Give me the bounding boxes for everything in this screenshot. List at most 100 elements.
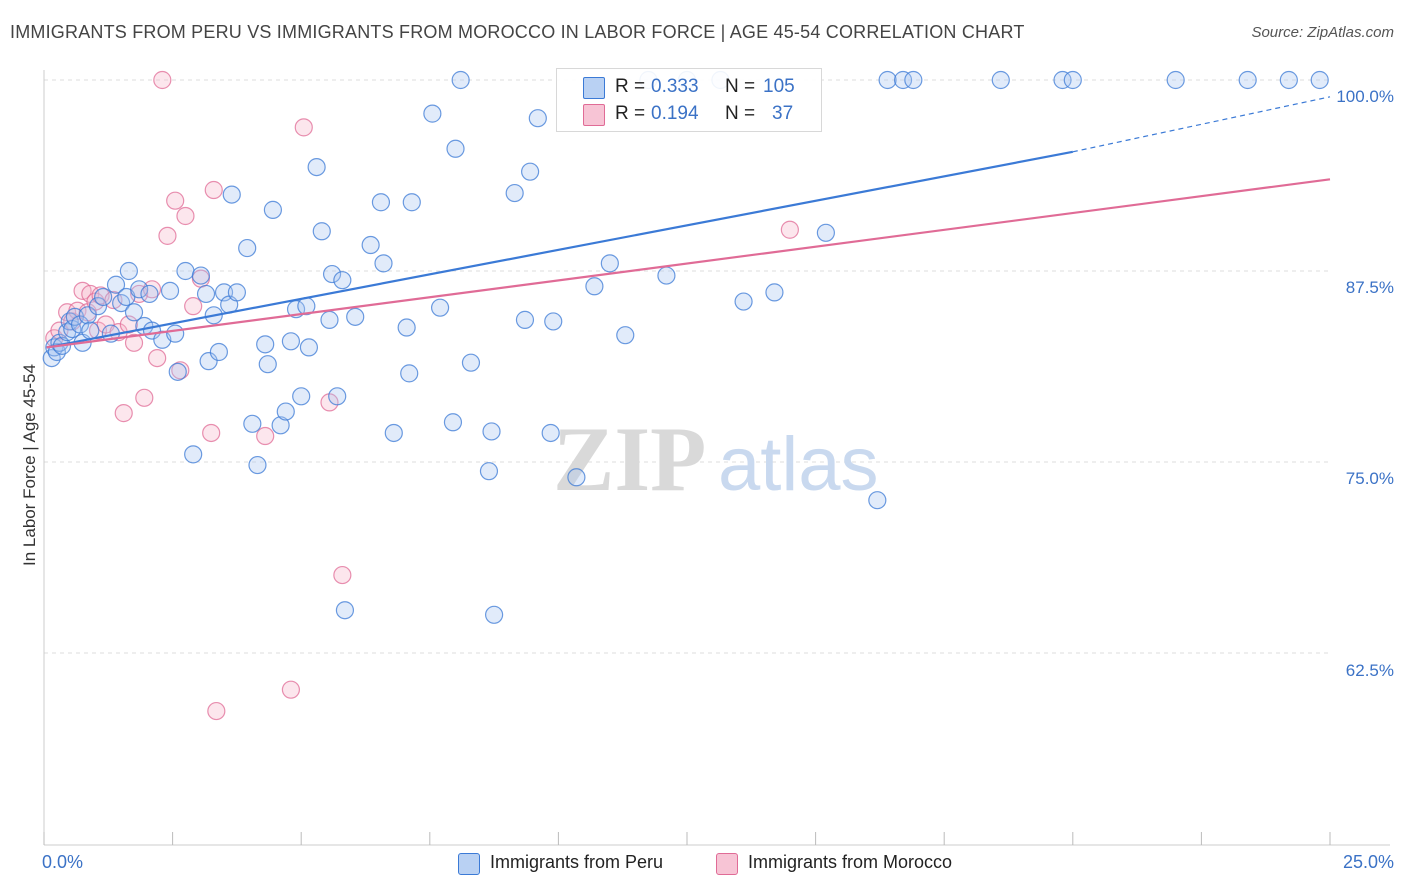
data-point (1053, 70, 1072, 90)
peru-trend-extension (1072, 96, 1331, 153)
legend-peru-r-value: 0.333 (651, 76, 699, 97)
stats-legend: R = 0.333 N = 105 R = 0.194 N = 37 (556, 68, 822, 132)
data-point (207, 701, 226, 721)
y-tick-label-100: 100.0% (1336, 87, 1394, 106)
data-point (119, 261, 138, 281)
legend-peru-r-label: R = (615, 76, 646, 97)
grid-lines (44, 79, 1330, 654)
bottom-legend-peru-label: Immigrants from Peru (490, 852, 664, 872)
data-point (1166, 70, 1185, 90)
data-point (202, 423, 221, 443)
data-point (196, 284, 216, 304)
bottom-legend-morocco-label: Immigrants from Morocco (748, 852, 953, 872)
legend-morocco-n-value: 37 (772, 103, 794, 124)
data-point (346, 307, 365, 326)
data-point (184, 297, 203, 316)
y-axis-label: In Labor Force | Age 45-54 (20, 364, 39, 566)
trend-lines (46, 96, 1331, 349)
data-point (585, 277, 604, 296)
data-point (94, 287, 113, 307)
source-label: Source: ZipAtlas.com (1251, 24, 1394, 41)
data-point (124, 303, 144, 322)
data-point (482, 422, 501, 441)
data-point (878, 70, 897, 90)
data-point (485, 605, 504, 624)
data-point (204, 180, 223, 200)
data-point (600, 254, 619, 273)
axes (43, 70, 1390, 846)
watermark: ZIP atlas (553, 408, 879, 510)
data-point (479, 462, 499, 481)
data-point (88, 297, 108, 316)
y-tick-label-87-5: 87.5% (1345, 278, 1394, 297)
data-point (505, 183, 524, 203)
data-point (521, 162, 540, 181)
data-point (281, 680, 301, 699)
y-tick-label-75: 75.0% (1345, 469, 1394, 488)
data-point (322, 264, 342, 284)
data-point (397, 318, 416, 337)
data-point (1063, 70, 1082, 90)
data-point (384, 423, 403, 443)
data-point (991, 70, 1010, 90)
watermark-atlas: atlas (718, 422, 879, 507)
data-point (544, 312, 563, 331)
data-point (258, 355, 277, 374)
data-point (243, 414, 262, 433)
legend-morocco-r-value: 0.194 (651, 103, 699, 124)
data-point (734, 292, 753, 311)
data-point (148, 348, 167, 368)
data-point (541, 423, 560, 443)
data-point (166, 191, 185, 210)
data-point (780, 220, 799, 239)
data-point (423, 104, 442, 123)
data-point (328, 387, 347, 406)
data-point (176, 206, 195, 226)
data-point (567, 468, 586, 487)
data-point (904, 70, 923, 90)
data-point (281, 332, 301, 351)
x-tick-label-min: 0.0% (42, 852, 84, 872)
data-point (320, 310, 339, 329)
data-point (292, 387, 311, 406)
data-point (114, 404, 133, 423)
data-point (307, 157, 326, 177)
data-point (124, 333, 144, 352)
morocco-swatch-icon (583, 104, 605, 126)
data-point (657, 266, 676, 285)
legend-peru-n-value: 105 (763, 76, 795, 97)
data-point (515, 310, 535, 329)
data-point (451, 70, 470, 90)
data-point (371, 193, 391, 212)
data-point (443, 413, 463, 432)
watermark-zip: ZIP (553, 408, 706, 510)
data-point (199, 352, 218, 371)
data-point (1310, 70, 1329, 90)
peru-swatch-icon (583, 77, 605, 99)
data-point (333, 565, 352, 585)
x-tick-label-max: 25.0% (1342, 852, 1394, 872)
data-point (140, 284, 159, 304)
data-point (1238, 70, 1257, 90)
data-point (160, 281, 180, 300)
data-point (616, 326, 635, 345)
data-point (106, 275, 126, 294)
data-point (294, 118, 313, 137)
peru-points (42, 70, 1329, 624)
data-point (816, 223, 835, 242)
data-point (184, 445, 203, 464)
data-point (312, 222, 331, 241)
data-point (868, 491, 887, 510)
data-point (168, 362, 187, 381)
data-point (402, 193, 421, 212)
data-point (153, 70, 172, 90)
data-point (361, 235, 380, 255)
legend-morocco-r-label: R = (615, 103, 646, 124)
data-point (209, 342, 228, 362)
peru-trend-line (46, 150, 1074, 349)
legend-morocco-n-label: N = (725, 103, 756, 124)
data-point (528, 109, 547, 128)
data-point (271, 416, 290, 435)
data-point (335, 601, 355, 620)
